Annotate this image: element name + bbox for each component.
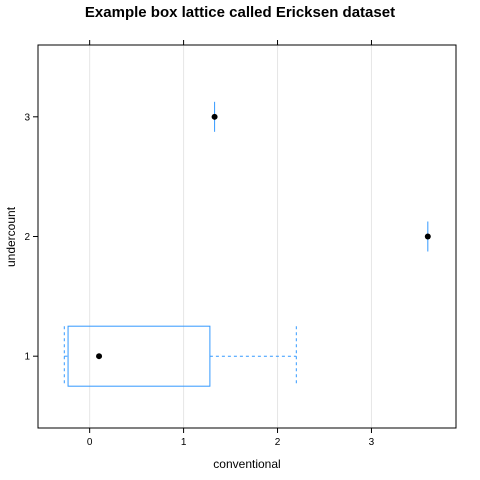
median-dot bbox=[424, 233, 431, 240]
grid-lines bbox=[89, 45, 372, 428]
box-group-1 bbox=[63, 325, 297, 387]
axis-ticks: 0 1 2 3 1 2 3 bbox=[24, 40, 375, 448]
median-dot bbox=[96, 353, 103, 360]
y-tick-label: 1 bbox=[24, 352, 30, 363]
plot-panel bbox=[37, 44, 457, 429]
x-tick-label: 1 bbox=[181, 437, 187, 448]
x-tick-label: 2 bbox=[275, 437, 281, 448]
box-group-3 bbox=[211, 101, 218, 132]
y-tick-label: 3 bbox=[24, 112, 30, 123]
box-series bbox=[63, 101, 431, 387]
box-group-2 bbox=[424, 221, 431, 252]
x-tick-label: 0 bbox=[87, 437, 93, 448]
median-dot bbox=[211, 113, 218, 120]
x-axis-label: conventional bbox=[213, 457, 280, 471]
x-tick-label: 3 bbox=[369, 437, 375, 448]
y-tick-label: 2 bbox=[24, 232, 30, 243]
y-axis-label: undercount bbox=[4, 206, 18, 267]
chart-title: Example box lattice called Ericksen data… bbox=[85, 4, 395, 21]
